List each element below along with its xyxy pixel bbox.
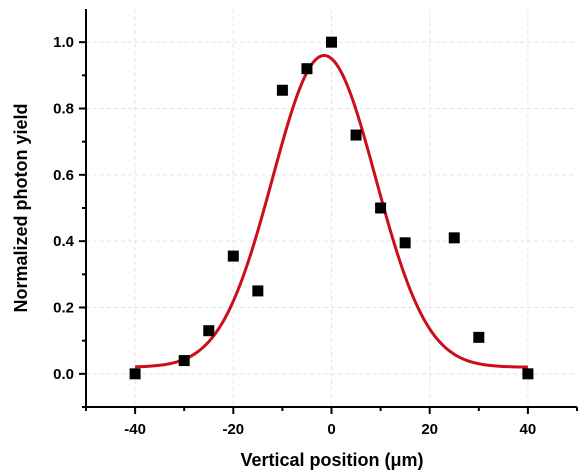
y-tick-label: 1.0: [53, 34, 74, 51]
x-tick-labels: -40 -20 0 20 40: [124, 421, 536, 438]
y-tick-label: 0.0: [53, 366, 74, 383]
data-point: [129, 368, 141, 380]
y-tick-label: 0.6: [53, 167, 74, 184]
gridlines: [86, 9, 577, 407]
data-point: [448, 232, 460, 244]
axes: [79, 9, 578, 414]
data-point: [399, 237, 411, 249]
data-point: [301, 63, 313, 75]
data-point: [326, 36, 337, 48]
data-point: [375, 202, 387, 214]
data-points: [129, 36, 534, 380]
x-tick-label: 20: [421, 421, 438, 438]
data-point: [178, 355, 190, 367]
y-tick-label: 0.8: [53, 101, 74, 118]
x-tick-label: -40: [124, 421, 146, 438]
x-axis-label: Vertical position (μm): [240, 450, 423, 470]
x-tick-label: -20: [222, 421, 244, 438]
fit-curve: [135, 53, 528, 369]
data-point: [522, 368, 534, 380]
y-tick-label: 0.2: [53, 300, 74, 317]
data-point: [252, 285, 264, 297]
data-point: [473, 331, 485, 343]
data-point: [203, 325, 215, 337]
data-point: [350, 129, 362, 141]
data-point: [227, 250, 239, 262]
y-axis-label: Normalized photon yield: [11, 103, 31, 312]
x-tick-label: 0: [327, 421, 335, 438]
y-tick-labels: 0.0 0.2 0.4 0.6 0.8 1.0: [53, 34, 75, 383]
x-tick-label: 40: [520, 421, 537, 438]
y-tick-label: 0.4: [53, 233, 75, 250]
data-point: [276, 84, 288, 96]
